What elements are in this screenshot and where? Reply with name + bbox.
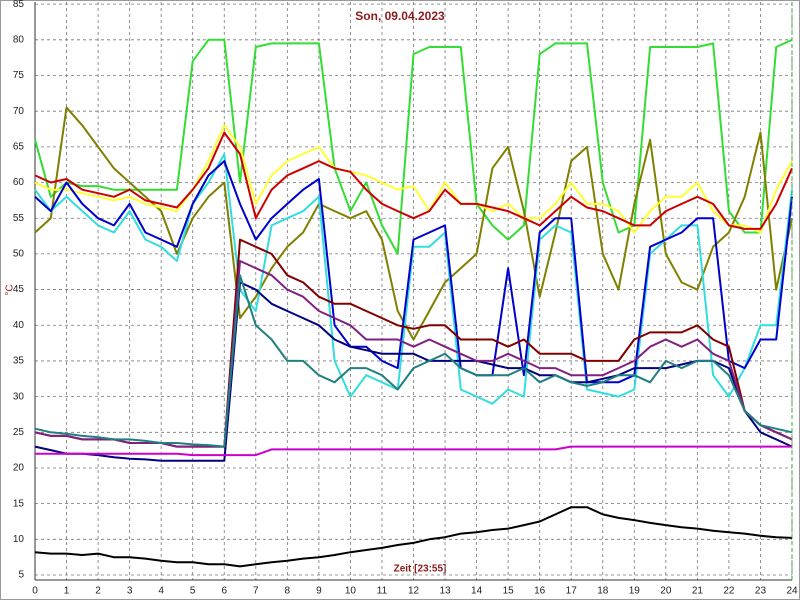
series-line <box>34 124 793 234</box>
x-tick-label: 1 <box>64 586 70 597</box>
x-tick-label: 22 <box>723 586 735 597</box>
x-tick-label: 13 <box>439 586 451 597</box>
y-tick-label: 15 <box>13 498 25 509</box>
x-tick-label: 20 <box>660 586 672 597</box>
x-tick-label: 4 <box>158 586 164 597</box>
x-tick-label: 11 <box>377 586 388 597</box>
series-line <box>34 274 793 448</box>
y-tick-label: 75 <box>13 70 25 81</box>
series-line <box>34 281 793 462</box>
series-line <box>34 38 793 255</box>
y-tick-label: 45 <box>13 284 25 295</box>
y-tick-label: 30 <box>13 391 25 402</box>
y-tick-label: 70 <box>13 106 25 117</box>
y-axis-label: °C <box>5 284 16 295</box>
y-tick-label: 20 <box>13 463 25 474</box>
x-axis-label: Zeit [23:55] <box>394 564 447 575</box>
y-tick-label: 35 <box>13 356 25 367</box>
x-tick-label: 24 <box>786 586 798 597</box>
x-tick-label: 9 <box>316 586 322 597</box>
x-tick-label: 8 <box>285 586 291 597</box>
x-tick-label: 0 <box>32 586 38 597</box>
x-tick-label: 5 <box>190 586 196 597</box>
y-tick-label: 85 <box>13 0 25 10</box>
x-tick-label: 7 <box>253 586 259 597</box>
x-tick-label: 16 <box>534 586 546 597</box>
y-tick-label: 40 <box>13 320 25 331</box>
y-tick-label: 55 <box>13 213 25 224</box>
x-tick-label: 6 <box>221 586 227 597</box>
y-tick-label: 80 <box>13 34 25 45</box>
x-tick-label: 14 <box>471 586 483 597</box>
y-tick-label: 50 <box>13 249 25 260</box>
y-tick-label: 65 <box>13 141 25 152</box>
x-tick-label: 21 <box>692 586 704 597</box>
x-tick-label: 2 <box>95 586 101 597</box>
series-line <box>34 131 793 230</box>
x-tick-label: 17 <box>566 586 578 597</box>
y-tick-label: 60 <box>13 177 25 188</box>
x-tick-label: 15 <box>503 586 515 597</box>
x-tick-label: 18 <box>597 586 609 597</box>
x-tick-label: 3 <box>127 586 133 597</box>
x-tick-label: 12 <box>408 586 420 597</box>
series-line <box>34 106 793 341</box>
y-tick-label: 5 <box>18 570 24 581</box>
series-line <box>34 160 793 384</box>
x-tick-label: 19 <box>629 586 641 597</box>
chart-title: Son, 09.04.2023 <box>355 9 445 23</box>
series-line <box>34 506 793 568</box>
x-tick-label: 23 <box>755 586 767 597</box>
y-tick-label: 25 <box>13 427 25 438</box>
x-tick-label: 10 <box>345 586 357 597</box>
series-line <box>35 445 792 457</box>
y-tick-label: 10 <box>13 534 25 545</box>
